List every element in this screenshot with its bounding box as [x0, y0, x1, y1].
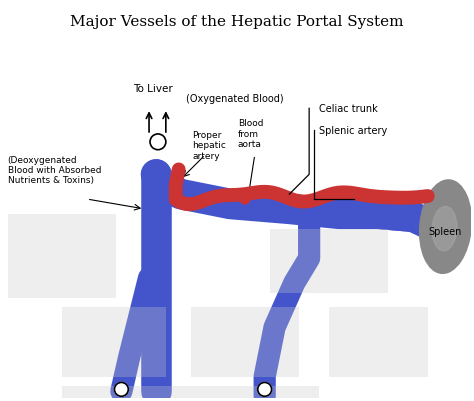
Text: (Oxygenated Blood): (Oxygenated Blood) — [186, 94, 283, 104]
Text: Proper
hepatic
artery: Proper hepatic artery — [192, 131, 227, 160]
Ellipse shape — [432, 207, 457, 251]
Text: Celiac trunk: Celiac trunk — [319, 104, 378, 114]
Circle shape — [150, 135, 166, 150]
Text: Blood
from
aorta: Blood from aorta — [238, 119, 264, 149]
Circle shape — [171, 194, 181, 205]
Ellipse shape — [419, 180, 472, 273]
Text: Spleen: Spleen — [429, 226, 462, 236]
Text: To Liver: To Liver — [133, 83, 173, 93]
Text: (Deoxygenated
Blood with Absorbed
Nutrients & Toxins): (Deoxygenated Blood with Absorbed Nutrie… — [8, 155, 101, 185]
Circle shape — [240, 194, 250, 205]
Text: Major Vessels of the Hepatic Portal System: Major Vessels of the Hepatic Portal Syst… — [70, 14, 404, 28]
FancyBboxPatch shape — [62, 308, 166, 377]
Circle shape — [114, 383, 128, 396]
Circle shape — [258, 383, 272, 396]
FancyBboxPatch shape — [270, 229, 388, 293]
Text: Splenic artery: Splenic artery — [319, 126, 387, 136]
FancyBboxPatch shape — [191, 387, 319, 398]
FancyBboxPatch shape — [191, 308, 299, 377]
FancyBboxPatch shape — [329, 308, 428, 377]
FancyBboxPatch shape — [62, 387, 191, 398]
FancyBboxPatch shape — [8, 214, 117, 298]
